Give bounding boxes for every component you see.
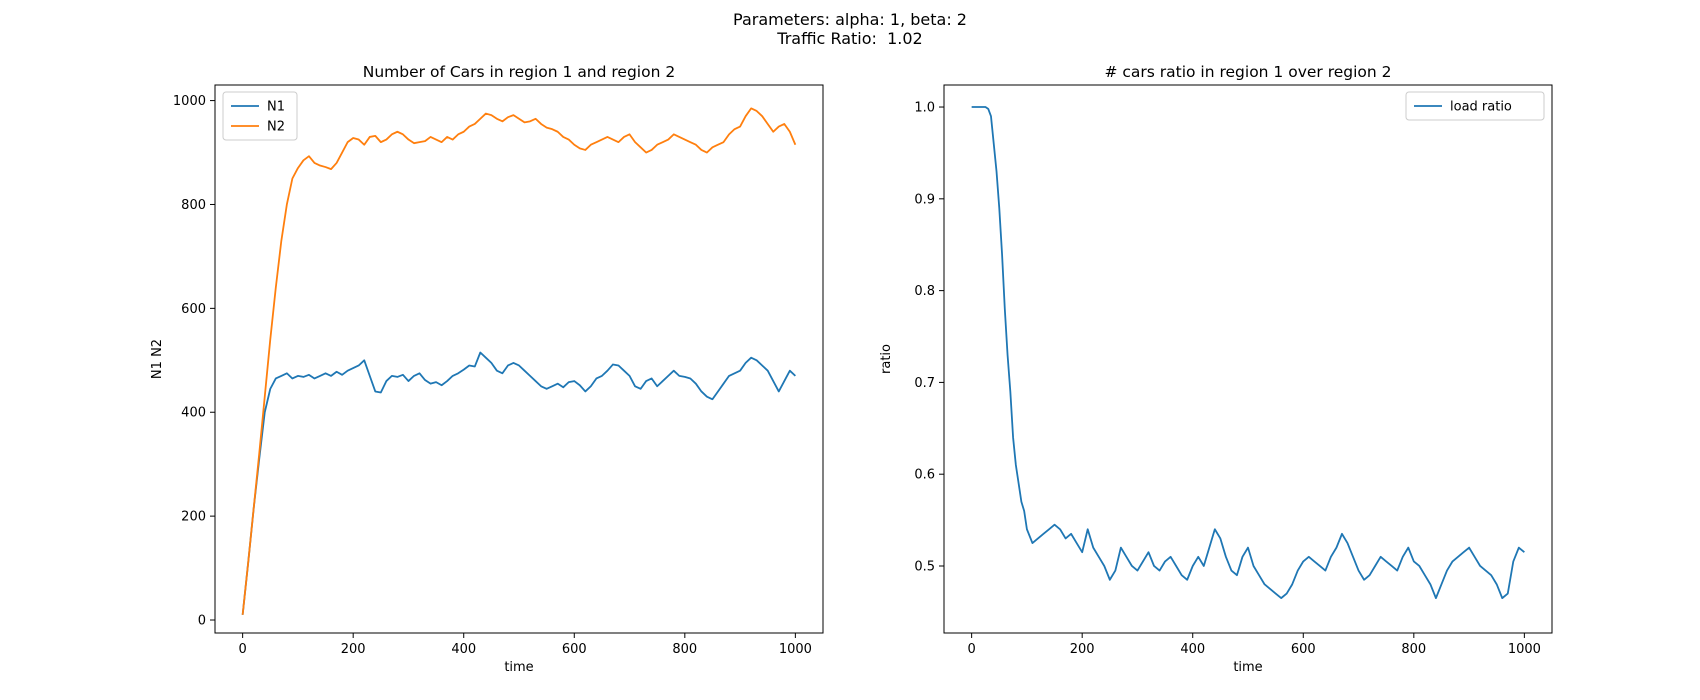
counts-x-tick-label: 800: [672, 642, 697, 657]
ratio-y-tick-label: 0.9: [914, 192, 935, 207]
figure-suptitle: Parameters: alpha: 1, beta: 2 Traffic Ra…: [0, 10, 1700, 48]
counts-legend-box: [222, 91, 298, 141]
counts-y-tick-label: 400: [181, 406, 206, 421]
ratio-y-tick-label: 1.0: [914, 101, 935, 116]
ratio-y-tick-label: 0.7: [914, 376, 935, 391]
subplot-car-counts: 0 200 400 600 800 1000 0 200 400 600 800 1000 time N1…: [150, 63, 824, 675]
counts-x-axis-label: time: [504, 660, 533, 675]
ratio-axes-frame: [943, 84, 1553, 634]
ratio-x-tick-label: 0: [967, 642, 975, 657]
counts-x-tick-label: 0: [238, 642, 246, 657]
counts-y-tick-label: 1000: [173, 94, 206, 109]
ratio-x-tick-label: 1000: [1508, 642, 1541, 657]
ratio-x-tick-label: 800: [1401, 642, 1426, 657]
ratio-y-tick-label: 0.6: [914, 468, 935, 483]
counts-x-tick-label: 400: [451, 642, 476, 657]
ratio-x-tick-label: 400: [1180, 642, 1205, 657]
counts-series-line-n2: [241, 107, 797, 615]
ratio-chart-title: # cars ratio in region 1 over region 2: [1104, 63, 1391, 81]
counts-y-tick-label: 800: [181, 198, 206, 213]
ratio-y-tick-label: 0.5: [914, 559, 935, 574]
counts-y-tick-label: 0: [198, 614, 206, 629]
subplot-load-ratio: 0 200 400 600 800 1000 0.5 0.6 0.7 0.8 0.9 1.0 time r…: [879, 63, 1553, 675]
counts-legend-label: N1: [267, 100, 285, 115]
ratio-legend-box: [1405, 91, 1545, 121]
ratio-y-axis-label: ratio: [879, 344, 894, 374]
ratio-legend: load ratio: [1405, 91, 1545, 121]
ratio-x-tick-label: 600: [1291, 642, 1316, 657]
ratio-y-tick-label: 0.8: [914, 284, 935, 299]
ratio-x-axis-label: time: [1233, 660, 1262, 675]
counts-x-tick-label: 600: [562, 642, 587, 657]
suptitle-traffic-ratio: Traffic Ratio: 1.02: [777, 29, 923, 48]
counts-y-tick-label: 200: [181, 510, 206, 525]
counts-axes-frame: [214, 84, 824, 634]
counts-series-line-n1: [241, 351, 796, 615]
ratio-x-tick-label: 200: [1070, 642, 1095, 657]
ratio-series-line-load-ratio: [971, 106, 1525, 600]
counts-legend-label: N2: [267, 120, 285, 135]
counts-chart-title: Number of Cars in region 1 and region 2: [363, 63, 675, 81]
suptitle-parameters: Parameters: alpha: 1, beta: 2: [733, 10, 967, 29]
counts-y-axis-label: N1 N2: [150, 339, 165, 379]
counts-x-tick-label: 1000: [779, 642, 812, 657]
counts-x-tick-label: 200: [341, 642, 366, 657]
counts-y-tick-label: 600: [181, 302, 206, 317]
ratio-legend-label: load ratio: [1450, 100, 1512, 115]
